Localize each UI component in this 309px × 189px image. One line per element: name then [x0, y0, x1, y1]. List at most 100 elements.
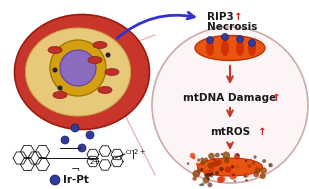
Circle shape — [260, 167, 267, 174]
Circle shape — [53, 67, 57, 73]
Text: ↑: ↑ — [258, 127, 267, 137]
Circle shape — [203, 177, 210, 184]
Circle shape — [245, 179, 248, 182]
Ellipse shape — [197, 158, 263, 176]
Circle shape — [60, 50, 96, 86]
Ellipse shape — [93, 42, 107, 49]
Circle shape — [193, 177, 197, 181]
Text: RIP3: RIP3 — [207, 12, 234, 22]
Circle shape — [219, 176, 225, 182]
Ellipse shape — [236, 40, 244, 56]
Circle shape — [71, 124, 79, 132]
Text: mtDNA Damage: mtDNA Damage — [183, 93, 277, 103]
Circle shape — [248, 40, 256, 46]
Ellipse shape — [105, 68, 119, 75]
Circle shape — [207, 177, 210, 180]
Circle shape — [208, 162, 214, 169]
Circle shape — [61, 136, 69, 144]
Circle shape — [229, 172, 237, 180]
Circle shape — [210, 167, 215, 172]
Circle shape — [235, 165, 239, 168]
Circle shape — [208, 153, 215, 159]
Text: $\rceil^{2+}$: $\rceil^{2+}$ — [130, 148, 146, 162]
Circle shape — [78, 144, 86, 152]
Ellipse shape — [48, 46, 62, 53]
Ellipse shape — [53, 91, 67, 98]
Circle shape — [249, 159, 252, 162]
Circle shape — [50, 175, 60, 185]
Circle shape — [193, 156, 196, 159]
Text: ↑: ↑ — [272, 93, 281, 103]
Circle shape — [199, 184, 202, 186]
Circle shape — [190, 153, 195, 158]
Circle shape — [209, 173, 214, 177]
Text: $\neg$: $\neg$ — [70, 163, 80, 173]
Circle shape — [245, 160, 248, 162]
Circle shape — [222, 152, 230, 159]
Circle shape — [197, 169, 201, 174]
Circle shape — [201, 157, 204, 161]
Circle shape — [253, 155, 257, 159]
Ellipse shape — [26, 28, 130, 116]
Circle shape — [86, 131, 94, 139]
Circle shape — [204, 157, 208, 162]
Circle shape — [217, 176, 224, 183]
Circle shape — [232, 174, 235, 176]
Circle shape — [200, 160, 205, 165]
Circle shape — [201, 183, 204, 186]
Circle shape — [196, 163, 199, 166]
Ellipse shape — [15, 15, 150, 129]
Circle shape — [234, 153, 240, 159]
Circle shape — [152, 27, 308, 183]
Text: Ir-Pt: Ir-Pt — [63, 175, 89, 185]
Circle shape — [231, 165, 234, 169]
Circle shape — [215, 153, 220, 158]
Circle shape — [213, 158, 216, 161]
Ellipse shape — [221, 40, 229, 56]
Circle shape — [197, 159, 200, 162]
Circle shape — [222, 33, 228, 40]
Circle shape — [187, 162, 189, 165]
Circle shape — [50, 40, 106, 96]
Circle shape — [105, 53, 111, 57]
Circle shape — [225, 166, 231, 173]
Circle shape — [219, 167, 224, 171]
Circle shape — [204, 170, 211, 177]
Circle shape — [243, 175, 246, 177]
Circle shape — [206, 36, 214, 43]
Circle shape — [255, 167, 261, 174]
Circle shape — [207, 173, 211, 177]
Circle shape — [269, 165, 271, 167]
Circle shape — [248, 164, 252, 168]
Circle shape — [221, 153, 223, 155]
Circle shape — [216, 160, 222, 165]
Circle shape — [252, 161, 255, 165]
Ellipse shape — [248, 40, 256, 56]
Text: 2+: 2+ — [90, 159, 100, 165]
Ellipse shape — [206, 40, 214, 56]
Circle shape — [253, 172, 259, 177]
Text: Cl: Cl — [126, 149, 132, 154]
Ellipse shape — [98, 87, 112, 94]
Text: Necrosis: Necrosis — [207, 22, 257, 32]
Ellipse shape — [195, 36, 265, 60]
Circle shape — [262, 159, 266, 163]
Circle shape — [193, 170, 200, 178]
Circle shape — [260, 173, 266, 179]
Circle shape — [200, 168, 203, 171]
Circle shape — [236, 153, 239, 156]
Text: mtROS: mtROS — [210, 127, 250, 137]
Circle shape — [234, 180, 236, 182]
Circle shape — [215, 171, 219, 175]
Circle shape — [236, 36, 243, 43]
Circle shape — [212, 160, 219, 167]
Text: ↑: ↑ — [234, 12, 243, 22]
Circle shape — [224, 158, 229, 163]
Circle shape — [57, 85, 62, 91]
Ellipse shape — [88, 57, 102, 64]
Circle shape — [204, 173, 209, 178]
Circle shape — [207, 182, 212, 187]
Circle shape — [255, 165, 258, 168]
Circle shape — [243, 172, 249, 178]
Circle shape — [269, 163, 273, 167]
